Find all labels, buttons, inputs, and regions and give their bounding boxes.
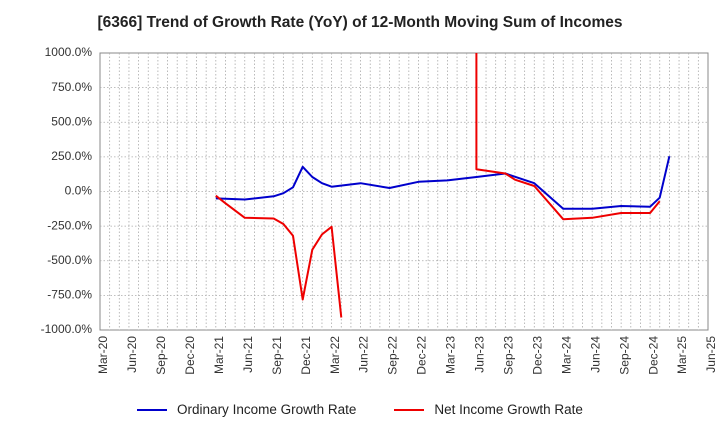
x-tick-label: Jun-23 <box>473 336 487 373</box>
x-tick-label: Dec-20 <box>183 336 197 375</box>
x-tick-label: Jun-20 <box>125 336 139 373</box>
x-tick-label: Mar-23 <box>444 336 458 374</box>
legend: Ordinary Income Growth Rate Net Income G… <box>0 402 720 417</box>
x-tick-label: Jun-22 <box>357 336 371 373</box>
x-tick-label: Sep-22 <box>386 336 400 375</box>
legend-swatch-net-income <box>394 408 425 411</box>
x-tick-label: Jun-25 <box>704 336 718 373</box>
x-tick-label: Mar-21 <box>212 336 226 374</box>
x-tick-label: Mar-25 <box>675 336 689 374</box>
legend-item-net-income: Net Income Growth Rate <box>394 402 583 417</box>
y-tick-label: 1000.0% <box>45 45 93 59</box>
legend-label-net-income: Net Income Growth Rate <box>434 402 583 417</box>
x-tick-label: Dec-22 <box>415 336 429 375</box>
x-tick-label: Sep-21 <box>270 336 284 375</box>
y-tick-label: -750.0% <box>47 288 92 302</box>
y-tick-label: -500.0% <box>47 253 92 267</box>
ordinary-income-line <box>215 155 671 210</box>
y-tick-label: -1000.0% <box>41 322 93 336</box>
y-tick-label: 500.0% <box>51 114 92 128</box>
legend-swatch-ordinary-income <box>137 408 168 411</box>
x-tick-label: Sep-20 <box>154 336 168 375</box>
legend-item-ordinary-income: Ordinary Income Growth Rate <box>137 402 356 417</box>
x-tick-label: Jun-24 <box>588 336 602 373</box>
net-income-line <box>215 194 343 318</box>
y-tick-label: 250.0% <box>51 149 92 163</box>
legend-label-ordinary-income: Ordinary Income Growth Rate <box>177 402 357 417</box>
x-tick-label: Mar-24 <box>559 336 573 374</box>
y-tick-label: 0.0% <box>65 184 93 198</box>
x-tick-label: Dec-24 <box>646 336 660 375</box>
y-tick-label: 750.0% <box>51 80 92 94</box>
x-tick-label: Dec-23 <box>530 336 544 375</box>
axes: Mar-20 Jun-20 Sep-20 Dec-20 Mar-21 Jun-21 Sep-… <box>41 45 719 375</box>
x-tick-label: Sep-24 <box>617 336 631 375</box>
x-tick-label: Mar-20 <box>96 336 110 374</box>
grid <box>99 52 709 331</box>
chart-title: [6366] Trend of Growth Rate (YoY) of 12-… <box>97 14 623 31</box>
net-income-line <box>475 53 661 221</box>
x-tick-label: Dec-21 <box>299 336 313 375</box>
x-tick-label: Jun-21 <box>241 336 255 373</box>
x-tick-label: Mar-22 <box>328 336 342 374</box>
x-tick-label: Sep-23 <box>502 336 516 375</box>
y-tick-label: -250.0% <box>47 218 92 232</box>
series <box>215 53 671 318</box>
